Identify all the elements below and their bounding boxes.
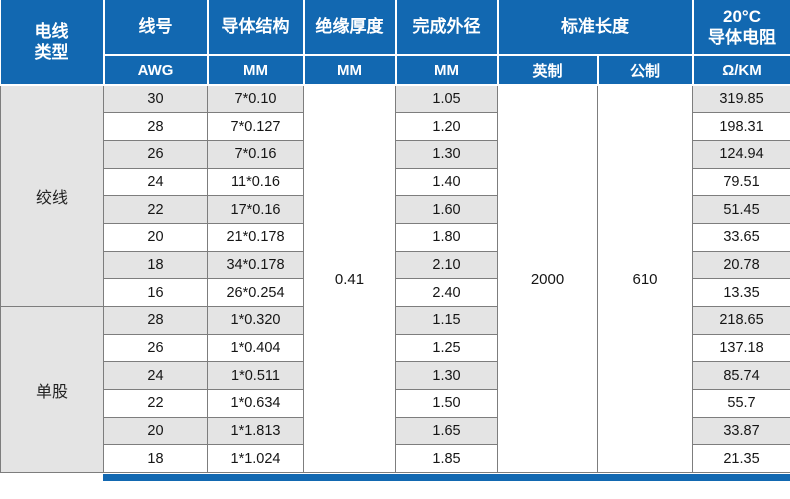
resistance-cell: 55.7 xyxy=(692,389,790,418)
resistance-cell: 13.35 xyxy=(692,278,790,307)
unit-resistance: Ω/KM xyxy=(691,54,790,86)
conductor-structure-cell: 7*0.10 xyxy=(207,84,304,114)
resistance-cell: 33.65 xyxy=(692,222,790,252)
insulation-thickness-cell: 0.41 xyxy=(303,84,396,474)
table-row: 26 1*0.404 1.25 137.18 xyxy=(1,333,790,363)
resistance-cell: 33.87 xyxy=(692,416,790,446)
header-wire-type-line2: 类型 xyxy=(34,43,69,62)
outer-diameter-cell: 2.10 xyxy=(395,250,498,280)
awg-cell: 24 xyxy=(103,361,208,391)
resistance-cell: 79.51 xyxy=(692,167,790,197)
awg-cell: 28 xyxy=(103,306,208,335)
table-row: 26 7*0.16 1.30 124.94 xyxy=(1,139,790,169)
header-resistance-line2: 导体电阻 xyxy=(708,28,776,47)
conductor-structure-cell: 1*0.320 xyxy=(207,306,304,335)
outer-diameter-cell: 1.20 xyxy=(395,112,498,141)
unit-length-metric: 公制 xyxy=(596,54,694,86)
outer-diameter-cell: 1.50 xyxy=(395,389,498,418)
resistance-cell: 137.18 xyxy=(692,333,790,363)
outer-diameter-cell: 1.30 xyxy=(395,361,498,391)
conductor-structure-cell: 7*0.127 xyxy=(207,112,304,141)
conductor-structure-cell: 21*0.178 xyxy=(207,222,304,252)
outer-diameter-cell: 1.05 xyxy=(395,84,498,114)
awg-cell: 24 xyxy=(103,167,208,197)
outer-diameter-cell: 1.80 xyxy=(395,222,498,252)
awg-cell: 18 xyxy=(103,444,208,474)
table-row: 20 1*1.813 1.65 33.87 xyxy=(1,416,790,446)
awg-cell: 16 xyxy=(103,278,208,307)
unit-length-imperial: 英制 xyxy=(496,54,599,86)
header-conductor-structure: 导体结构 xyxy=(206,0,305,56)
next-section-header-strip xyxy=(103,474,790,482)
table-row: 单股 28 1*0.320 1.15 218.65 xyxy=(0,305,790,474)
header-row-units: AWG MM MM MM 英制 公制 Ω/KM xyxy=(1,54,790,86)
table-body: 绞线 30 7*0.10 0.41 1.05 2000 610 319.85 28 7*0.127… xyxy=(0,84,790,474)
table-header: 电线 类型 线号 导体结构 绝缘厚度 完成外径 标准长度 20°C 导体电阻 A… xyxy=(0,0,790,86)
header-wire-type-line1: 电线 xyxy=(34,21,69,41)
header-resistance: 20°C 导体电阻 xyxy=(691,0,790,56)
outer-diameter-cell: 1.85 xyxy=(395,444,498,474)
outer-diameter-cell: 1.15 xyxy=(395,306,498,335)
table-row: 16 26*0.254 2.40 13.35 xyxy=(1,278,790,307)
unit-wire-no: AWG xyxy=(103,54,209,86)
table-row: 28 7*0.127 1.20 198.31 xyxy=(1,112,790,141)
awg-cell: 26 xyxy=(103,333,208,363)
resistance-cell: 20.78 xyxy=(692,250,790,280)
conductor-structure-cell: 1*1.813 xyxy=(207,416,304,446)
awg-cell: 28 xyxy=(103,112,208,141)
table-row: 18 34*0.178 2.10 20.78 xyxy=(1,250,790,280)
resistance-cell: 124.94 xyxy=(692,139,790,169)
outer-diameter-cell: 1.60 xyxy=(395,195,498,224)
unit-insulation-thickness: MM xyxy=(302,54,397,86)
conductor-structure-cell: 1*0.634 xyxy=(207,389,304,418)
table-row: 18 1*1.024 1.85 21.35 xyxy=(1,444,790,474)
resistance-cell: 319.85 xyxy=(692,84,790,114)
outer-diameter-cell: 1.40 xyxy=(395,167,498,197)
wire-type-cell: 单股 xyxy=(0,305,104,474)
header-wire-type: 电线 类型 xyxy=(0,0,105,86)
header-standard-length: 标准长度 xyxy=(496,0,694,56)
outer-diameter-cell: 1.25 xyxy=(395,333,498,363)
outer-diameter-cell: 1.30 xyxy=(395,139,498,169)
standard-length-imperial-cell: 2000 xyxy=(497,84,598,474)
table-row: 24 1*0.511 1.30 85.74 xyxy=(1,361,790,391)
resistance-cell: 51.45 xyxy=(692,195,790,224)
awg-cell: 26 xyxy=(103,139,208,169)
resistance-cell: 218.65 xyxy=(692,306,790,335)
outer-diameter-cell: 1.65 xyxy=(395,416,498,446)
table-row: 24 11*0.16 1.40 79.51 xyxy=(1,167,790,197)
awg-cell: 20 xyxy=(103,222,208,252)
wire-type-cell: 绞线 xyxy=(0,84,104,307)
awg-cell: 18 xyxy=(103,250,208,280)
resistance-cell: 85.74 xyxy=(692,361,790,391)
table-row: 22 17*0.16 1.60 51.45 xyxy=(1,195,790,224)
unit-outer-diameter: MM xyxy=(394,54,499,86)
awg-cell: 20 xyxy=(103,416,208,446)
awg-cell: 22 xyxy=(103,389,208,418)
header-resistance-line1: 20°C xyxy=(723,6,761,26)
awg-cell: 22 xyxy=(103,195,208,224)
conductor-structure-cell: 1*1.024 xyxy=(207,444,304,474)
conductor-structure-cell: 11*0.16 xyxy=(207,167,304,197)
unit-conductor-structure: MM xyxy=(206,54,305,86)
resistance-cell: 198.31 xyxy=(692,112,790,141)
wire-spec-table: 电线 类型 线号 导体结构 绝缘厚度 完成外径 标准长度 20°C 导体电阻 A… xyxy=(0,0,790,474)
table-row: 绞线 30 7*0.10 0.41 1.05 2000 610 319.85 xyxy=(0,84,790,474)
header-wire-no: 线号 xyxy=(102,0,209,56)
resistance-cell: 21.35 xyxy=(692,444,790,474)
conductor-structure-cell: 26*0.254 xyxy=(207,278,304,307)
header-outer-diameter: 完成外径 xyxy=(394,0,499,56)
conductor-structure-cell: 7*0.16 xyxy=(207,139,304,169)
header-row-titles: 电线 类型 线号 导体结构 绝缘厚度 完成外径 标准长度 20°C 导体电阻 xyxy=(0,0,790,86)
conductor-structure-cell: 17*0.16 xyxy=(207,195,304,224)
standard-length-metric-cell: 610 xyxy=(597,84,693,474)
outer-diameter-cell: 2.40 xyxy=(395,278,498,307)
conductor-structure-cell: 1*0.404 xyxy=(207,333,304,363)
conductor-structure-cell: 1*0.511 xyxy=(207,361,304,391)
header-insulation-thickness: 绝缘厚度 xyxy=(302,0,397,56)
conductor-structure-cell: 34*0.178 xyxy=(207,250,304,280)
awg-cell: 30 xyxy=(103,84,208,114)
